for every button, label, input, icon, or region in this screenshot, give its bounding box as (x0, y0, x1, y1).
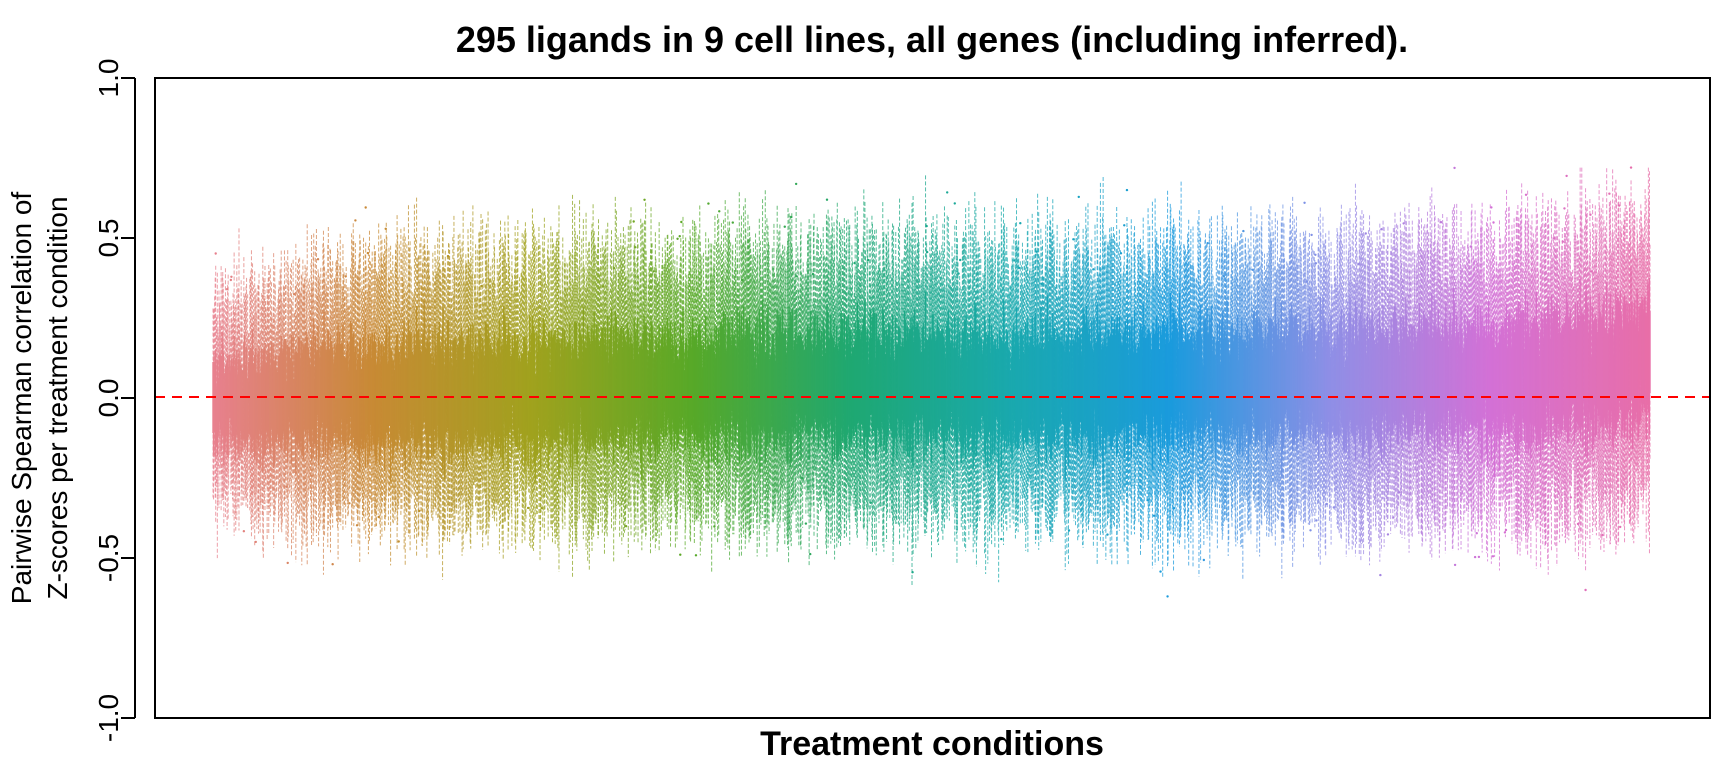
outlier-point (680, 220, 683, 224)
outlier-point (286, 561, 289, 565)
outlier-point (1206, 242, 1209, 245)
outlier-point (624, 525, 628, 528)
outlier-point (731, 221, 734, 224)
outlier-point (809, 552, 812, 556)
outlier-point (946, 191, 949, 194)
outlier-point (1309, 529, 1312, 532)
outlier-point (1492, 221, 1495, 224)
outlier-point (1491, 555, 1495, 558)
outlier-point (643, 198, 646, 201)
outlier-point (254, 540, 257, 544)
outlier-point (397, 540, 400, 543)
outlier-point (1000, 537, 1003, 541)
outlier-point (1315, 519, 1318, 522)
outlier-point (679, 553, 682, 556)
outlier-point (804, 522, 808, 525)
outlier-point (925, 224, 928, 228)
outlier-point (707, 202, 710, 205)
outlier-point (1303, 201, 1306, 204)
outlier-point (1159, 570, 1162, 573)
chart-title: 295 ligands in 9 cell lines, all genes (… (456, 19, 1408, 60)
outlier-point (1490, 206, 1493, 209)
outlier-point (953, 202, 956, 205)
outlier-point (1392, 516, 1395, 519)
outlier-point (925, 250, 929, 254)
outlier-point (1379, 573, 1382, 577)
outlier-point (613, 267, 616, 270)
outlier-point (1524, 193, 1528, 196)
outlier-point (1475, 532, 1478, 535)
outlier-point (1119, 252, 1123, 255)
outlier-point (911, 571, 914, 574)
outlier-point (364, 206, 367, 209)
outlier-point (1364, 232, 1367, 235)
outlier-point (634, 246, 637, 249)
outlier-point (1453, 563, 1457, 567)
outlier-point (1072, 238, 1075, 241)
outlier-point (678, 235, 681, 238)
outlier-point (1067, 529, 1071, 532)
outlier-point (1222, 275, 1226, 278)
outlier-point (1314, 262, 1318, 265)
outlier-point (1242, 229, 1245, 233)
outlier-point (869, 501, 873, 504)
outlier-point (1202, 558, 1206, 562)
outlier-point (230, 275, 233, 278)
outlier-point (718, 210, 721, 213)
outlier-point (959, 258, 962, 262)
outlier-point (1019, 222, 1022, 225)
outlier-point (676, 237, 679, 240)
outlier-point (1152, 514, 1156, 517)
outlier-point (1310, 233, 1313, 237)
outlier-point (1504, 528, 1508, 532)
outlier-point (1477, 555, 1481, 559)
outlier-point (1123, 224, 1126, 227)
outlier-point (1125, 188, 1129, 192)
outlier-point (348, 502, 351, 505)
outlier-point (1077, 195, 1080, 199)
outlier-point (1386, 533, 1390, 536)
outlier-point (783, 225, 786, 228)
plot-area (212, 166, 1651, 598)
outlier-point (316, 258, 320, 261)
outlier-point (794, 182, 798, 186)
outlier-point (418, 509, 421, 513)
outlier-point (242, 530, 246, 533)
outlier-point (694, 554, 698, 557)
outlier-point (1092, 268, 1095, 271)
outlier-point (1314, 253, 1317, 256)
outlier-point (354, 219, 357, 222)
outlier-point (825, 198, 829, 201)
outlier-point (1166, 595, 1169, 598)
outlier-point (214, 252, 217, 255)
outlier-point (1453, 166, 1456, 170)
outlier-point (632, 220, 635, 223)
outlier-point (1473, 555, 1477, 559)
outlier-point (229, 278, 233, 282)
outlier-point (526, 506, 530, 510)
outlier-point (331, 563, 334, 566)
outlier-point (1380, 228, 1383, 231)
outlier-point (1106, 533, 1109, 536)
outlier-point (957, 272, 960, 275)
outlier-point (703, 488, 706, 491)
outlier-point (1439, 221, 1443, 224)
